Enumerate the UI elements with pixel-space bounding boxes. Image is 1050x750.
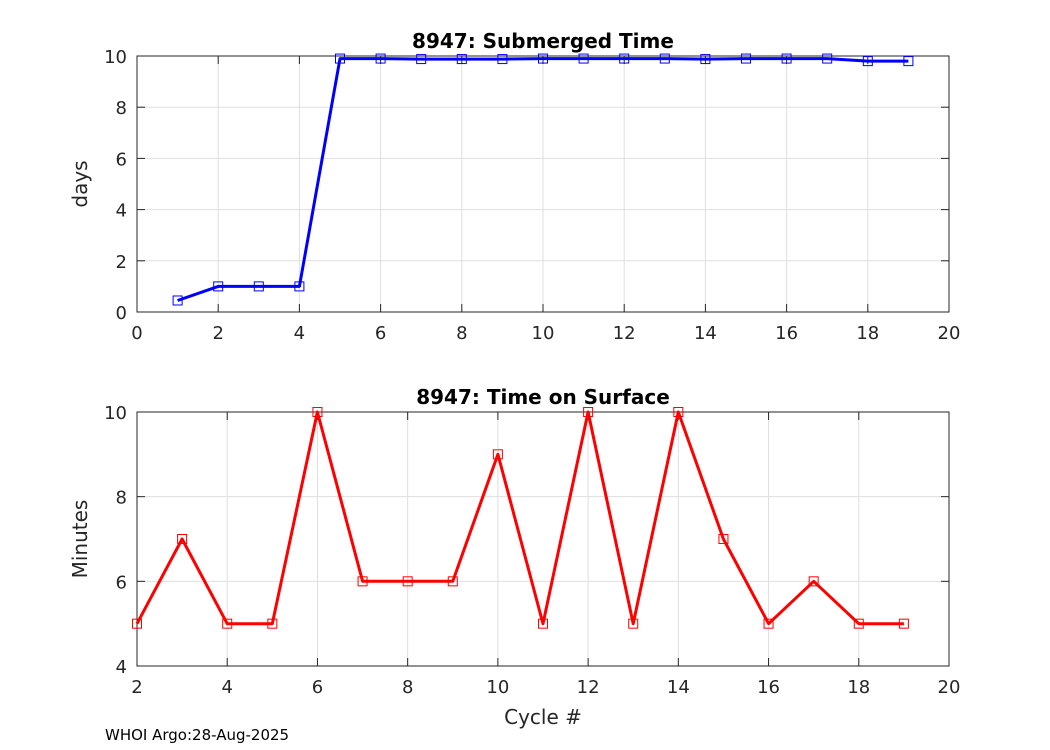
data-point	[741, 53, 751, 64]
data-point	[447, 576, 458, 587]
axes-box-2	[136, 411, 950, 667]
x-tick-label: 20	[938, 323, 961, 344]
y-tick-label: 2	[116, 252, 127, 273]
data-point	[718, 534, 729, 544]
data-point	[294, 281, 305, 292]
data-point	[416, 54, 427, 65]
y-tick-label: 10	[104, 403, 127, 424]
data-point	[898, 618, 909, 629]
data-point	[172, 295, 183, 306]
y-tick-label: 10	[104, 47, 127, 68]
data-point	[492, 449, 503, 460]
chart-title-2: 8947: Time on Surface	[416, 385, 670, 409]
data-point	[781, 53, 792, 64]
series-line-2	[135, 410, 904, 626]
x-tick-label: 14	[694, 323, 717, 344]
data-point	[456, 54, 467, 65]
data-point	[357, 576, 368, 587]
x-tick-label: 2	[212, 323, 223, 344]
y-tick-label: 4	[116, 657, 127, 678]
data-point	[583, 407, 594, 417]
x-tick-label: 8	[456, 323, 467, 344]
data-point	[253, 281, 264, 292]
data-point	[808, 576, 819, 587]
data-point	[700, 54, 711, 65]
y-axis-label-2: Minutes	[68, 500, 92, 579]
data-point	[375, 53, 386, 64]
data-point	[312, 407, 323, 417]
data-point	[673, 407, 684, 417]
data-point	[903, 56, 914, 67]
data-point	[267, 618, 278, 629]
data-point	[402, 576, 413, 587]
y-tick-label: 6	[116, 149, 127, 170]
data-point	[763, 618, 774, 629]
data-point	[538, 618, 548, 629]
x-tick-label: 12	[577, 677, 600, 698]
x-axis-label-2: Cycle #	[504, 705, 582, 729]
data-point	[132, 618, 142, 629]
x-tick-label: 0	[131, 323, 142, 344]
data-point	[177, 534, 188, 544]
x-tick-label: 8	[402, 677, 413, 698]
y-axis-label-1: days	[68, 160, 92, 207]
x-tick-label: 10	[486, 677, 509, 698]
x-tick-label: 18	[856, 323, 879, 344]
x-tick-label: 6	[375, 323, 386, 344]
x-tick-label: 16	[757, 677, 780, 698]
data-point	[538, 53, 548, 64]
x-tick-label: 20	[938, 677, 961, 698]
x-tick-label: 2	[131, 677, 142, 698]
data-point	[335, 53, 345, 64]
x-tick-label: 6	[312, 677, 323, 698]
footer-stamp: WHOI Argo:28-Aug-2025	[105, 726, 290, 744]
data-point	[619, 53, 630, 64]
data-point	[659, 53, 670, 64]
data-point	[628, 618, 639, 629]
x-tick-label: 14	[667, 677, 690, 698]
y-tick-label: 8	[116, 98, 127, 119]
data-point	[222, 618, 233, 629]
data-point	[578, 53, 589, 64]
data-point	[862, 56, 873, 67]
x-tick-label: 10	[532, 323, 555, 344]
x-tick-label: 4	[294, 323, 305, 344]
data-point	[497, 54, 508, 65]
data-point	[853, 618, 864, 629]
x-tick-label: 16	[775, 323, 798, 344]
data-point	[213, 281, 224, 292]
data-point	[822, 53, 833, 64]
y-tick-label: 8	[116, 488, 127, 509]
y-tick-label: 4	[116, 201, 127, 222]
x-tick-label: 12	[613, 323, 636, 344]
y-tick-label: 0	[116, 303, 127, 324]
y-tick-label: 6	[116, 572, 127, 593]
x-tick-label: 4	[221, 677, 232, 698]
chart-title-1: 8947: Submerged Time	[412, 29, 674, 53]
series-line-1	[177, 57, 909, 302]
x-tick-label: 18	[847, 677, 870, 698]
